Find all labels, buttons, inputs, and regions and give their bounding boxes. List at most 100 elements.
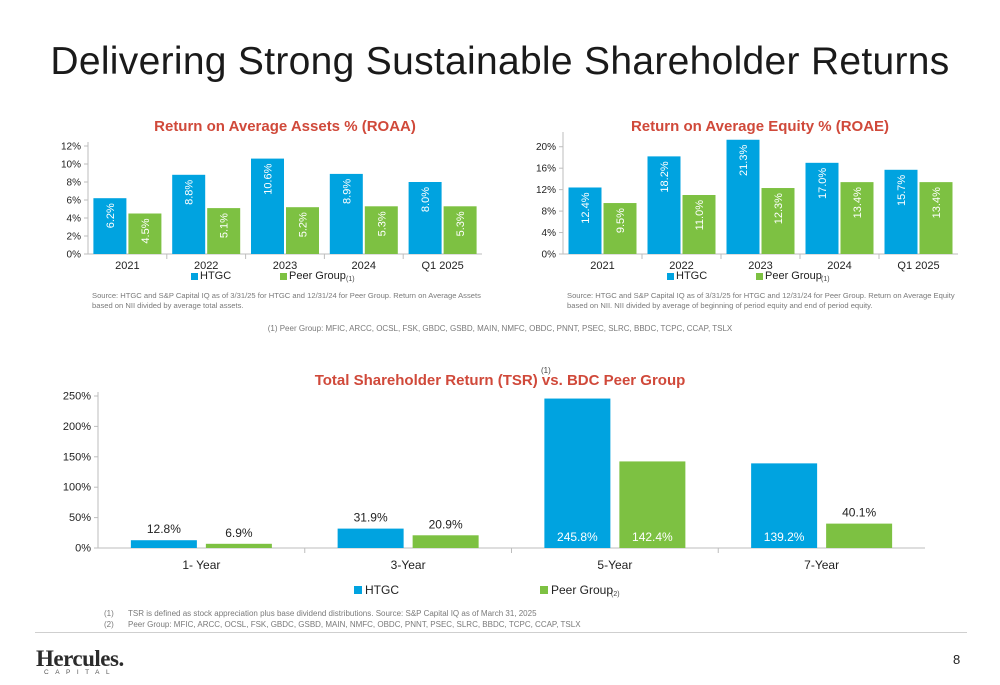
bar-value-label: 12.8% xyxy=(147,522,181,536)
legend-peer-swatch xyxy=(280,273,287,280)
htgc-bar xyxy=(568,187,602,254)
y-tick-label: 100% xyxy=(63,482,91,494)
htgc-bar xyxy=(337,528,404,548)
roae-chart-title: Return on Average Equity % (ROAE) xyxy=(630,118,890,135)
tsr-title-superscript: (1) xyxy=(541,366,551,375)
bar-value-label: 15.7% xyxy=(896,175,908,206)
peer-bar xyxy=(619,461,686,548)
legend-htgc-label: HTGC xyxy=(200,270,232,282)
x-category-label: 2021 xyxy=(115,260,139,272)
htgc-bar xyxy=(884,169,918,254)
bar-value-label: 13.4% xyxy=(931,187,943,218)
y-tick-label: 50% xyxy=(69,512,91,524)
y-tick-label: 8% xyxy=(542,207,557,218)
bar-value-label: 13.4% xyxy=(852,187,864,218)
x-category-label: 2024 xyxy=(352,260,376,272)
bar-value-label: 17.0% xyxy=(817,168,829,199)
legend-htgc-swatch xyxy=(667,273,674,280)
y-tick-label: 12% xyxy=(536,185,556,196)
y-tick-label: 0% xyxy=(542,250,557,261)
bar-value-label: 245.8% xyxy=(557,530,598,544)
roaa-chart-title: Return on Average Assets % (ROAA) xyxy=(154,118,416,135)
htgc-bar xyxy=(251,158,284,254)
y-tick-label: 16% xyxy=(536,164,556,175)
peer-bar xyxy=(603,203,637,254)
legend-peer-swatch xyxy=(540,586,548,594)
x-category-label: 5-Year xyxy=(597,558,632,572)
x-category-label: 2023 xyxy=(273,260,297,272)
bar-value-label: 10.6% xyxy=(263,163,275,194)
y-tick-label: 8% xyxy=(67,178,82,189)
peer-bar xyxy=(443,206,477,254)
bar-value-label: 18.2% xyxy=(659,161,671,192)
page-title: Delivering Strong Sustainable Shareholde… xyxy=(50,40,950,83)
x-category-label: 2022 xyxy=(194,260,218,272)
y-tick-label: 20% xyxy=(536,142,556,153)
legend-peer-superscript: (1) xyxy=(821,276,830,283)
htgc-bar xyxy=(408,182,442,254)
logo-wordmark: Hercules. xyxy=(36,646,124,671)
peer-bar xyxy=(412,535,479,548)
bar-value-label: 31.9% xyxy=(354,511,388,525)
bar-value-label: 8.0% xyxy=(420,187,432,212)
y-tick-label: 250% xyxy=(63,391,91,403)
logo-subtext: CAPITAL xyxy=(44,669,117,676)
y-tick-label: 6% xyxy=(67,196,82,207)
bar-value-label: 142.4% xyxy=(632,530,673,544)
footer-divider xyxy=(35,632,967,633)
legend-peer-superscript: (1) xyxy=(346,276,355,283)
y-tick-label: 4% xyxy=(542,228,557,239)
htgc-bar xyxy=(726,139,760,254)
legend-htgc-label: HTGC xyxy=(676,270,708,282)
legend-peer-label: Peer Group xyxy=(551,583,614,597)
roae-source-note: Source: HTGC and S&P Capital IQ as of 3/… xyxy=(567,291,955,310)
x-category-label: 2021 xyxy=(590,260,614,272)
footnote-2-text: Peer Group: MFIC, ARCC, OCSL, FSK, GBDC,… xyxy=(128,620,581,629)
peer-bar xyxy=(919,182,953,254)
bar-value-label: 5.1% xyxy=(219,213,231,238)
footnote-2-number: (2) xyxy=(104,620,114,629)
bar-value-label: 11.0% xyxy=(694,200,706,231)
peer-bar xyxy=(826,523,893,548)
x-category-label: 2022 xyxy=(669,260,693,272)
htgc-bar xyxy=(751,463,818,548)
y-tick-label: 10% xyxy=(61,160,81,171)
x-category-label: Q1 2025 xyxy=(897,260,939,272)
y-tick-label: 4% xyxy=(67,214,82,225)
bar-value-label: 8.8% xyxy=(184,180,196,205)
bar-value-label: 6.9% xyxy=(225,526,253,540)
peer-bar xyxy=(761,188,795,254)
bar-value-label: 20.9% xyxy=(429,517,463,531)
peer-bar xyxy=(128,213,162,254)
bar-value-label: 21.3% xyxy=(738,145,750,176)
bar-value-label: 139.2% xyxy=(764,530,805,544)
x-category-label: 2024 xyxy=(827,260,851,272)
htgc-bar xyxy=(805,162,839,254)
peer-bar xyxy=(840,182,874,254)
y-tick-label: 12% xyxy=(61,142,81,153)
x-category-label: 2023 xyxy=(748,260,772,272)
htgc-bar xyxy=(329,173,363,254)
y-tick-label: 0% xyxy=(75,543,91,555)
x-category-label: 3-Year xyxy=(391,558,426,572)
bar-value-label: 6.2% xyxy=(105,203,117,228)
legend-peer-swatch xyxy=(756,273,763,280)
legend-peer-superscript: (2) xyxy=(611,591,620,598)
bar-value-label: 40.1% xyxy=(842,506,876,520)
bar-value-label: 5.3% xyxy=(455,211,467,236)
x-category-label: Q1 2025 xyxy=(421,260,463,272)
bar-value-label: 12.4% xyxy=(580,192,592,223)
bar-value-label: 5.2% xyxy=(298,212,310,237)
peer-bar xyxy=(364,206,398,254)
bar-value-label: 12.3% xyxy=(773,193,785,224)
peer-bar xyxy=(205,543,272,548)
htgc-bar xyxy=(93,198,127,254)
legend-peer-label: Peer Group xyxy=(289,270,346,282)
roaa-source-note: Source: HTGC and S&P Capital IQ as of 3/… xyxy=(92,291,481,310)
page-number: 8 xyxy=(953,652,961,667)
htgc-bar xyxy=(172,174,206,254)
bar-value-label: 8.9% xyxy=(341,179,353,204)
tsr-chart-title: Total Shareholder Return (TSR) vs. BDC P… xyxy=(314,372,686,389)
y-tick-label: 0% xyxy=(67,250,82,261)
